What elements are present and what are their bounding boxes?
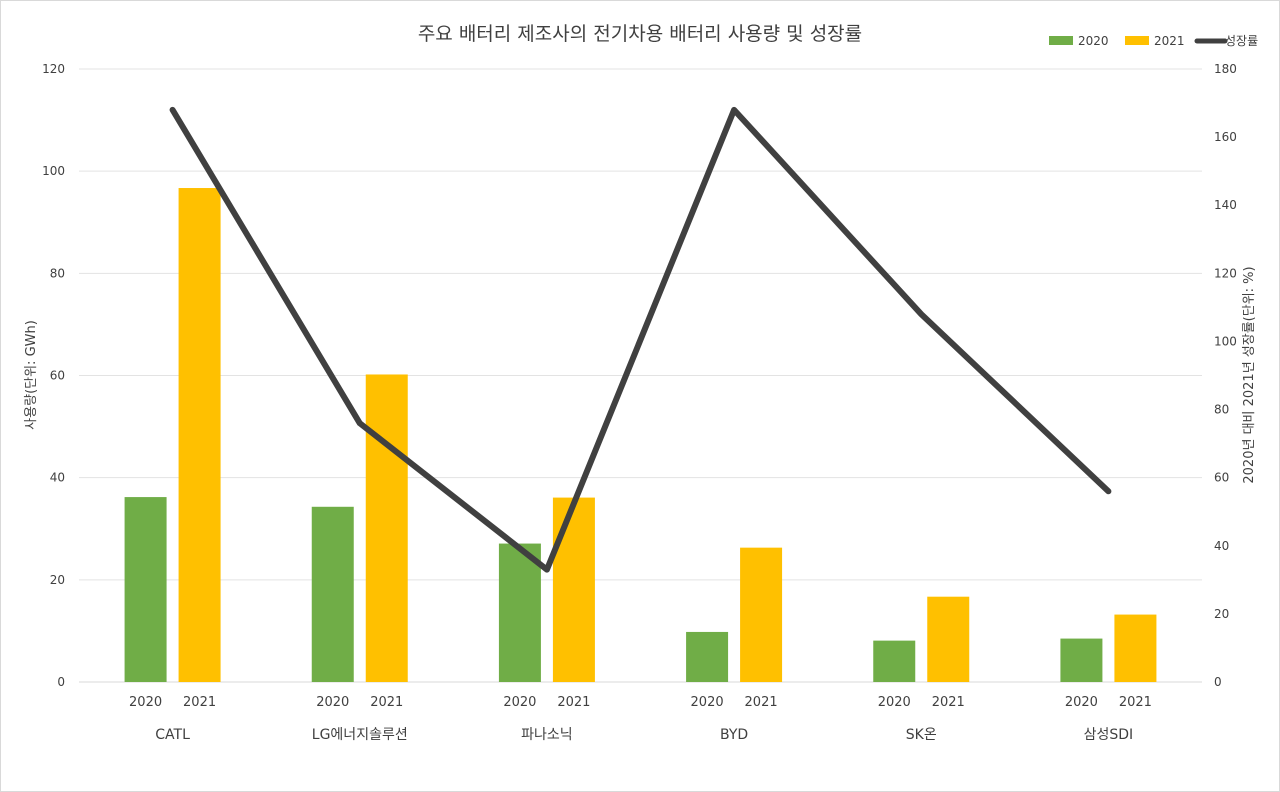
series-line-성장률 xyxy=(169,106,1112,573)
legend-swatch xyxy=(1125,36,1149,45)
bars xyxy=(124,188,1157,682)
category-label: CATL xyxy=(155,727,190,743)
bar-year-label: 2020 xyxy=(503,695,536,710)
legend: 2020 2021 성장률 xyxy=(1049,34,1258,48)
growth-line xyxy=(169,106,1112,573)
bar-2020 xyxy=(311,506,354,682)
right-tick-label: 60 xyxy=(1214,471,1229,485)
legend-swatch xyxy=(1049,36,1073,45)
right-axis-ticks: 0 20 40 60 80 100 120 140 160 180 xyxy=(1214,62,1237,689)
legend-label: 2021 xyxy=(1154,34,1185,48)
right-tick-label: 80 xyxy=(1214,403,1229,417)
bar-2020 xyxy=(873,640,916,682)
bar-year-label: 2020 xyxy=(316,695,349,710)
right-tick-label: 140 xyxy=(1214,198,1237,212)
bar-year-labels: 2020 2021 2020 2021 2020 2021 2020 2021 2020 2021… xyxy=(129,695,1152,710)
category-label: 삼성SDI xyxy=(1084,727,1134,743)
legend-label: 성장률 xyxy=(1225,34,1258,48)
bar-year-label: 2021 xyxy=(183,695,216,710)
category-labels: CATL LG에너지솔루션 파나소닉 BYD SK온 삼성SDI xyxy=(155,727,1133,743)
left-tick-label: 20 xyxy=(50,573,65,587)
left-tick-label: 0 xyxy=(57,675,65,689)
legend-label: 2020 xyxy=(1078,34,1109,48)
bar-2021 xyxy=(740,547,783,682)
bar-2020 xyxy=(498,543,541,682)
bar-year-label: 2020 xyxy=(129,695,162,710)
bar-year-label: 2021 xyxy=(745,695,778,710)
bar-2020 xyxy=(686,631,729,682)
right-tick-label: 100 xyxy=(1214,334,1237,348)
left-tick-label: 120 xyxy=(42,62,65,76)
chart-title: 주요 배터리 제조사의 전기차용 배터리 사용량 및 성장률 xyxy=(418,23,862,45)
bar-year-label: 2021 xyxy=(370,695,403,710)
bar-2021 xyxy=(1114,614,1157,682)
left-tick-label: 40 xyxy=(50,471,65,485)
bar-2021 xyxy=(178,188,221,682)
bar-year-label: 2020 xyxy=(691,695,724,710)
bar-2020 xyxy=(124,497,167,682)
right-tick-label: 20 xyxy=(1214,607,1229,621)
right-tick-label: 40 xyxy=(1214,539,1229,553)
gridlines xyxy=(79,68,1202,683)
right-tick-label: 160 xyxy=(1214,130,1237,144)
bar-2021 xyxy=(552,497,595,682)
right-tick-label: 180 xyxy=(1214,62,1237,76)
right-axis-title: 2020년 대비 2021년 성장률(단위: %) xyxy=(1242,266,1257,483)
left-tick-label: 80 xyxy=(50,266,65,280)
right-tick-label: 0 xyxy=(1214,675,1222,689)
bar-year-label: 2020 xyxy=(878,695,911,710)
left-tick-label: 60 xyxy=(50,369,65,383)
left-axis-ticks: 0 20 40 60 80 100 120 xyxy=(42,62,65,689)
bar-year-label: 2021 xyxy=(932,695,965,710)
category-label: BYD xyxy=(720,727,748,743)
category-label: 파나소닉 xyxy=(521,727,573,743)
category-label: SK온 xyxy=(906,727,937,743)
left-axis-title: 사용량(단위: GWh) xyxy=(24,320,39,430)
bar-2021 xyxy=(365,374,408,682)
bar-year-label: 2021 xyxy=(1119,695,1152,710)
bar-year-label: 2020 xyxy=(1065,695,1098,710)
right-tick-label: 120 xyxy=(1214,266,1237,280)
bar-year-label: 2021 xyxy=(557,695,590,710)
bar-2021 xyxy=(927,596,970,682)
category-label: LG에너지솔루션 xyxy=(312,727,408,743)
left-tick-label: 100 xyxy=(42,164,65,178)
bar-2020 xyxy=(1060,638,1103,682)
